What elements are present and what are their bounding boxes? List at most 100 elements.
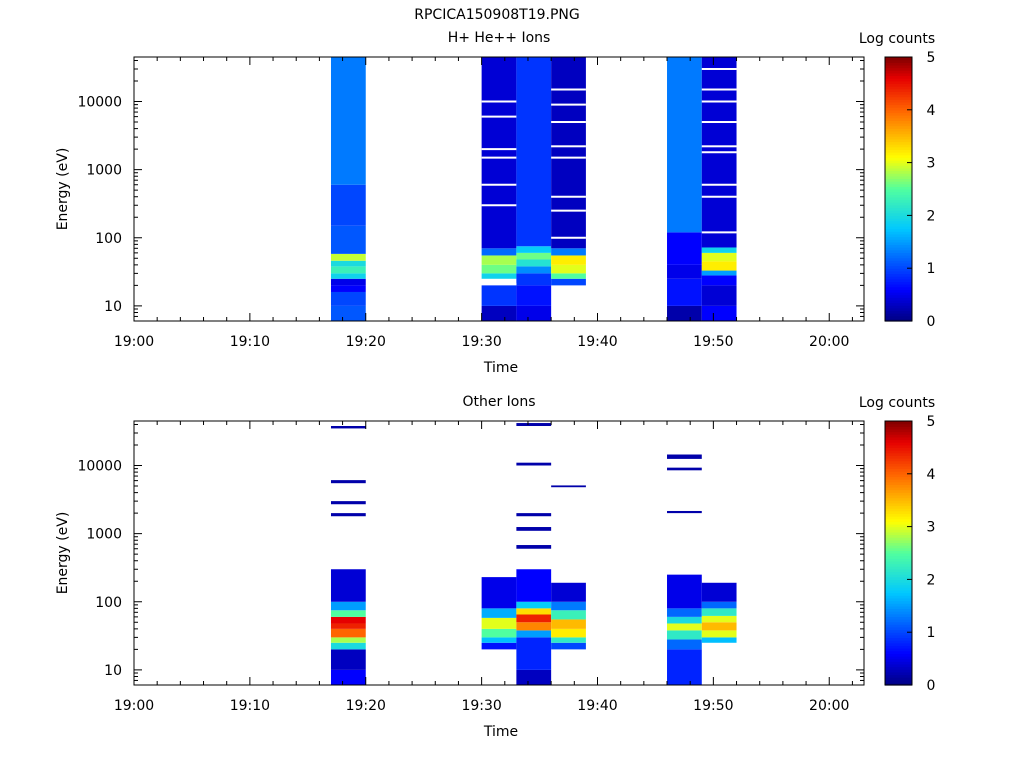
y-axis-label: Energy (eV) [55,512,71,595]
colorbar-segment [885,457,912,462]
colorbar-tick-label: 5 [927,50,936,66]
colorbar-segment [885,291,912,296]
colorbar-segment [885,299,912,304]
colorbar-segment [885,669,912,673]
colorbar-segment [885,273,912,277]
colorbar-segment [885,130,912,135]
x-tick-label: 19:40 [577,334,617,350]
colorbar-segment [885,305,912,309]
colorbar-tick-label: 0 [927,314,936,330]
spectrogram-cell [516,614,552,623]
spectrogram-cell [330,642,366,650]
colorbar-segment [885,138,912,143]
empty-bin [551,236,586,239]
colorbar-segment [885,262,912,267]
colorbar-segment [885,86,912,90]
spectrogram-cell [551,57,586,249]
colorbar-segment [885,80,912,84]
colorbar-segment [885,621,912,625]
empty-bin [701,67,737,70]
colorbar-segment [885,539,912,544]
y-tick-label: 100 [95,231,122,247]
colorbar-segment [885,481,912,485]
colorbar-segment [885,178,912,182]
colorbar-segment [885,294,912,298]
spectrogram-cell [481,255,517,265]
colorbar-segment [885,255,912,259]
colorbar-segment [885,154,912,158]
spectrogram-cell [330,610,366,617]
colorbar-segment [885,542,912,546]
colorbar-segment [885,619,912,623]
y-axis-label: Energy (eV) [55,148,71,231]
colorbar-segment [885,239,912,243]
colorbar-segment [885,450,912,454]
spectrogram-cell [516,569,552,602]
colorbar-segment [885,104,912,108]
colorbar-segment [885,434,912,438]
colorbar-segment [885,59,912,63]
colorbar-segment [885,568,912,573]
y-tick-label: 10 [104,663,122,679]
colorbar-segment [885,576,912,580]
colorbar-segment [885,545,912,549]
colorbar-segment [885,247,912,251]
plot-frame [133,420,865,686]
colorbar-segment [885,674,912,678]
spectrogram-cell [330,628,366,638]
spectrogram-cell [667,454,702,459]
spectrogram-cell [701,622,737,631]
spectrogram-cell [701,305,737,321]
colorbar-segment [885,626,912,631]
colorbar-frame [884,56,913,322]
colorbar-segment [885,513,912,517]
colorbar-segment [885,439,912,443]
empty-bin [551,209,586,212]
colorbar-segment [885,128,912,132]
colorbar-segment [885,257,912,261]
panel-title: H+ He++ Ions [448,30,551,46]
spectrogram-cell [481,628,517,638]
x-axis-label: Time [483,724,518,740]
figure-title: RPCICA150908T19.PNG [414,7,579,23]
colorbar-segment [885,421,912,425]
colorbar-segment [885,560,912,565]
spectrogram-cell [516,252,552,260]
empty-bin [701,151,737,154]
empty-bin [701,195,737,198]
colorbar-segment [885,165,912,169]
colorbar-segment [885,666,912,670]
colorbar-segment [885,579,912,583]
colorbar-label: Log counts [859,395,935,411]
colorbar-segment [885,624,912,628]
colorbar-segment [885,204,912,209]
spectrogram-cell [551,637,586,643]
spectrogram-cell [330,305,366,321]
colorbar-segment [885,125,912,129]
colorbar-segment [885,463,912,467]
colorbar-segment [885,547,912,551]
colorbar-segment [885,136,912,140]
spectrogram-cell [330,273,366,279]
colorbar-segment [885,241,912,246]
spectrogram-cell [551,278,586,286]
spectrogram-cell [330,480,366,484]
colorbar-segment [885,595,912,599]
x-tick-label: 19:50 [693,698,733,714]
colorbar-segment [885,603,912,607]
spectrogram-cell [701,582,737,602]
colorbar-segment [885,268,912,272]
colorbar-segment [885,518,912,522]
y-tick-label: 100 [95,595,122,611]
colorbar-segment [885,67,912,71]
colorbar-segment [885,315,912,319]
spectrogram-cell [667,623,702,631]
colorbar-segment [885,194,912,198]
colorbar-segment [885,223,912,227]
spectrogram-cell [330,637,366,643]
colorbar-segment [885,487,912,491]
colorbar-segment [885,181,912,185]
spectrogram-cell [551,610,586,620]
empty-bin [551,145,586,148]
